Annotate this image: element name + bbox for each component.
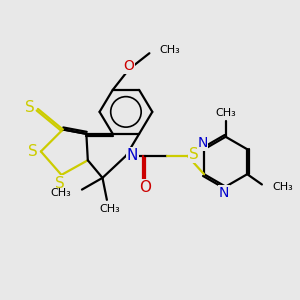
Text: O: O [139,180,151,195]
Text: N: N [127,148,138,163]
Text: CH₃: CH₃ [215,108,236,118]
Text: CH₃: CH₃ [272,182,293,192]
Text: S: S [55,176,65,191]
Text: CH₃: CH₃ [50,188,71,198]
Text: CH₃: CH₃ [160,45,180,55]
Text: CH₃: CH₃ [99,204,120,214]
Text: O: O [123,59,134,74]
Text: S: S [189,147,199,162]
Text: S: S [28,144,38,159]
Text: S: S [25,100,34,115]
Text: N: N [219,186,230,200]
Text: N: N [197,136,208,150]
